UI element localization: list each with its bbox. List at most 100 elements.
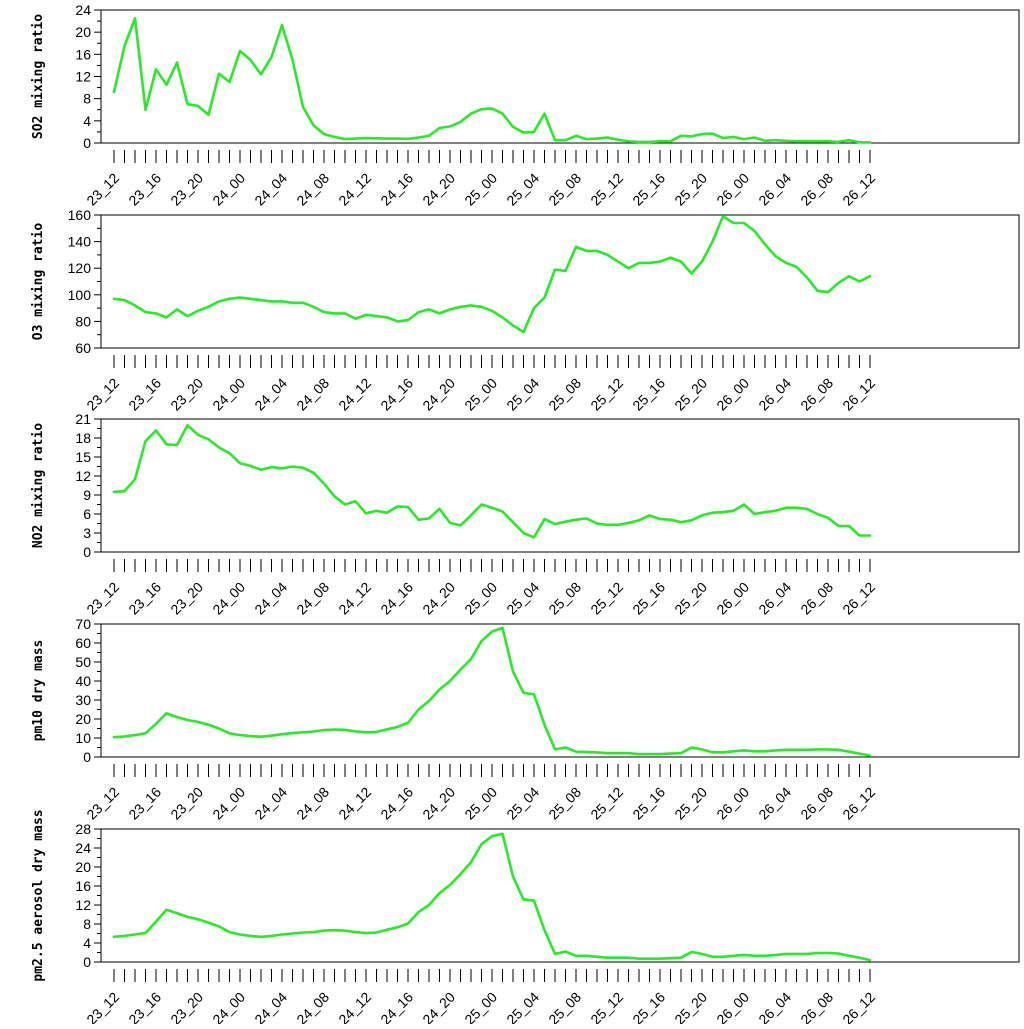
x-tick-label: 25_20 [671,170,710,209]
series-line [112,16,872,144]
y-tick-label: 120 [68,260,92,276]
x-tick-label: 24_04 [251,989,290,1024]
y-axis-label: O3 mixing ratio [31,223,46,341]
x-tick-label: 24_00 [209,784,248,823]
x-tick-label: 23_16 [125,170,164,209]
x-tick-label: 24_20 [419,375,458,414]
x-tick-label: 25_12 [587,989,626,1024]
x-tick-label: 24_00 [209,375,248,414]
x-tick-label: 23_12 [83,170,122,209]
x-tick-label: 24_20 [419,784,458,823]
x-tick-label: 25_08 [545,784,584,823]
x-tick-label: 24_12 [335,989,374,1024]
y-tick-label: 8 [83,91,91,107]
x-tick-label: 24_00 [209,579,248,618]
x-tick-label: 23_20 [167,989,206,1024]
y-tick-label: 18 [75,430,91,446]
x-tick-label: 25_16 [629,170,668,209]
x-tick-label: 26_00 [713,579,752,618]
x-tick-label: 26_04 [755,784,794,823]
x-tick-label: 25_08 [545,989,584,1024]
x-tick-label: 26_00 [713,170,752,209]
x-tick-label: 26_08 [797,170,836,209]
x-tick-label: 24_00 [209,989,248,1024]
x-tick-label: 23_20 [167,579,206,618]
y-tick-label: 20 [75,24,91,40]
series-line [112,215,872,334]
plot-frame [100,9,1020,144]
y-tick-label: 16 [75,878,91,894]
x-tick-label: 23_16 [125,375,164,414]
plot-frame [100,828,1020,963]
x-tick-label: 25_00 [461,170,500,209]
x-tick-label: 26_00 [713,375,752,414]
x-tick-label: 24_20 [419,989,458,1024]
series-line [112,832,872,962]
series-line [112,423,872,539]
x-tick-label: 24_16 [377,784,416,823]
y-tick-label: 70 [75,616,91,632]
y-tick-label: 12 [75,69,91,85]
y-tick-label: 3 [83,525,91,541]
x-tick-label: 26_12 [839,784,878,823]
y-tick-label: 160 [68,207,92,223]
x-tick-label: 23_16 [125,579,164,618]
y-tick-label: 0 [83,749,91,765]
x-tick-label: 26_12 [839,579,878,618]
y-tick-label: 60 [75,635,91,651]
x-tick-label: 24_04 [251,170,290,209]
plot-frame [100,214,1020,349]
x-tick-label: 26_04 [755,170,794,209]
y-tick-label: 9 [83,487,91,503]
y-tick-label: 24 [75,2,91,18]
x-tick-label: 26_08 [797,989,836,1024]
y-tick-label: 100 [68,287,92,303]
chart-panel-3: 0 3 6 9 12 15 18 21 NO2 mixing ratio 23_12 23_16 23… [31,411,1020,618]
x-tick-label: 25_20 [671,989,710,1024]
x-tick-label: 26_04 [755,579,794,618]
x-tick-label: 26_04 [755,989,794,1024]
x-tick-label: 23_12 [83,375,122,414]
x-tick-label: 25_08 [545,579,584,618]
x-tick-label: 24_00 [209,170,248,209]
plot-frame [100,418,1020,553]
x-tick-label: 25_04 [503,784,542,823]
x-tick-label: 25_12 [587,579,626,618]
y-tick-label: 80 [75,313,91,329]
x-tick-label: 25_20 [671,375,710,414]
x-tick-label: 25_04 [503,375,542,414]
x-tick-label: 25_12 [587,170,626,209]
y-tick-label: 20 [75,711,91,727]
x-tick-label: 26_04 [755,375,794,414]
x-tick-label: 24_12 [335,375,374,414]
y-tick-label: 4 [83,113,91,129]
x-tick-label: 23_16 [125,784,164,823]
x-tick-label: 24_16 [377,170,416,209]
x-tick-label: 24_04 [251,579,290,618]
y-axis-label: SO2 mixing ratio [31,14,46,139]
x-tick-label: 24_08 [293,375,332,414]
y-tick-label: 24 [75,840,91,856]
x-tick-label: 24_12 [335,579,374,618]
x-tick-label: 25_20 [671,784,710,823]
y-axis-label: pm10 dry mass [31,640,46,742]
y-axis-label: pm2.5 aerosol dry mass [31,809,46,981]
chart-panel-5: 0 4 8 12 16 20 24 28 pm2.5 aerosol dry mass 23_12… [31,809,1020,1028]
x-tick-label: 26_08 [797,784,836,823]
x-tick-label: 25_04 [503,989,542,1024]
x-tick-label: 25_16 [629,989,668,1024]
x-tick-label: 25_20 [671,579,710,618]
x-tick-label: 25_08 [545,375,584,414]
x-tick-label: 23_16 [125,989,164,1024]
x-tick-label: 25_04 [503,579,542,618]
x-tick-label: 26_08 [797,579,836,618]
x-tick-label: 23_12 [83,579,122,618]
x-tick-label: 25_12 [587,375,626,414]
x-tick-label: 24_20 [419,170,458,209]
x-tick-label: 23_20 [167,784,206,823]
x-tick-label: 25_12 [587,784,626,823]
x-tick-label: 24_16 [377,579,416,618]
y-tick-label: 0 [83,544,91,560]
